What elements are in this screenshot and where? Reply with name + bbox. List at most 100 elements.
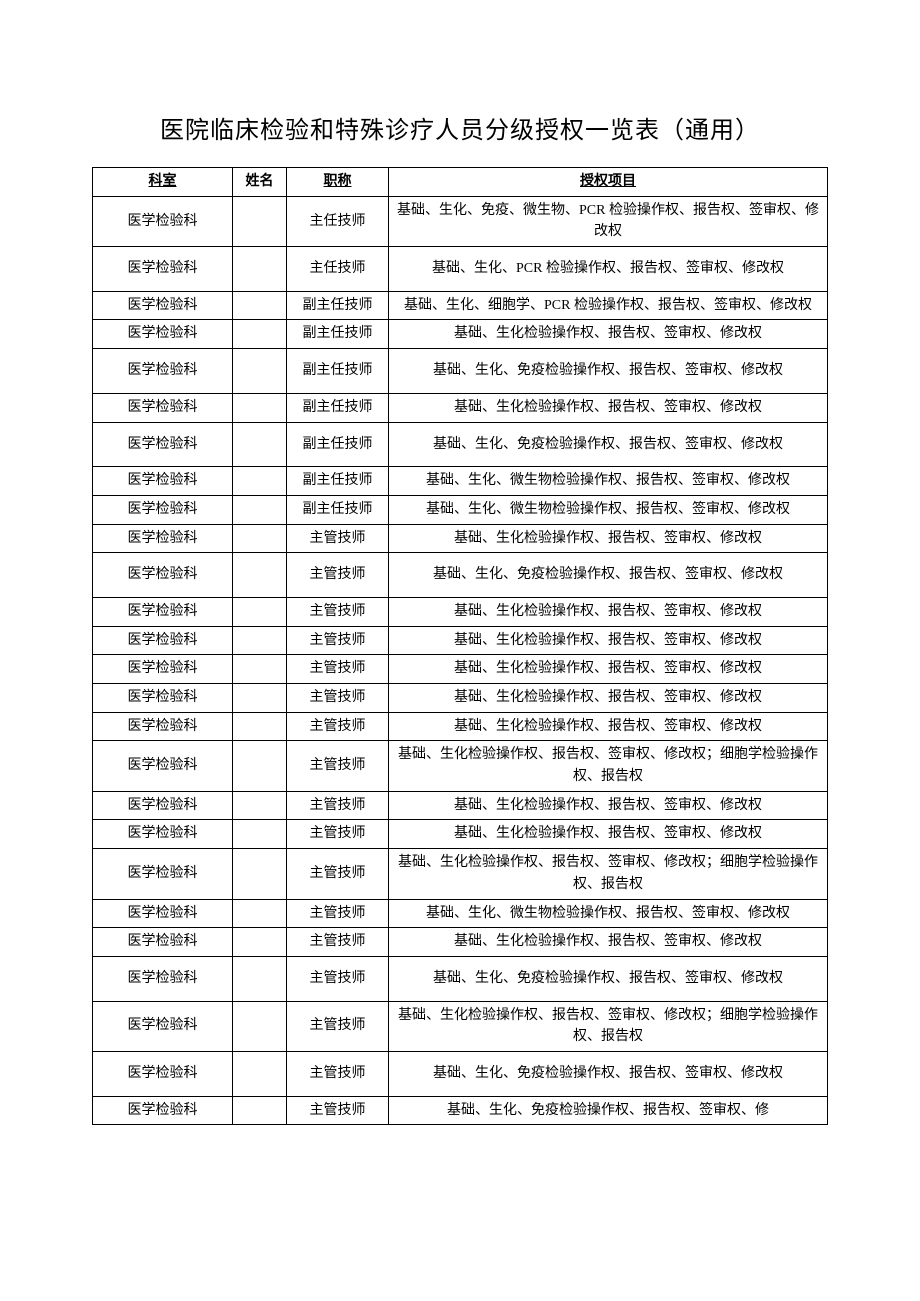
cell-name <box>233 655 287 684</box>
cell-dept: 医学检验科 <box>93 899 233 928</box>
cell-auth: 基础、生化检验操作权、报告权、签审权、修改权 <box>389 524 828 553</box>
cell-auth: 基础、生化检验操作权、报告权、签审权、修改权；细胞学检验操作权、报告权 <box>389 849 828 899</box>
table-row: 医学检验科主管技师基础、生化检验操作权、报告权、签审权、修改权 <box>93 626 828 655</box>
cell-title: 主管技师 <box>287 791 389 820</box>
cell-name <box>233 849 287 899</box>
page-title: 医院临床检验和特殊诊疗人员分级授权一览表（通用） <box>92 110 828 145</box>
cell-name <box>233 393 287 422</box>
table-row: 医学检验科 副主任技师基础、生化、微生物检验操作权、报告权、签审权、修改权 <box>93 467 828 496</box>
cell-name <box>233 1096 287 1125</box>
cell-name <box>233 467 287 496</box>
cell-auth: 基础、生化、免疫检验操作权、报告权、签审权、修 <box>389 1096 828 1125</box>
table-row: 医学检验科副主任技师基础、生化检验操作权、报告权、签审权、修改权 <box>93 320 828 349</box>
cell-name <box>233 791 287 820</box>
cell-dept: 医学检验科 <box>93 626 233 655</box>
cell-dept: 医学检验科 <box>93 791 233 820</box>
cell-auth: 基础、生化检验操作权、报告权、签审权、修改权 <box>389 393 828 422</box>
cell-dept: 医学检验科 <box>93 393 233 422</box>
cell-title: 副主任技师 <box>287 422 389 467</box>
cell-dept: 医学检验科 <box>93 349 233 394</box>
cell-name <box>233 928 287 957</box>
cell-auth: 基础、生化、微生物检验操作权、报告权、签审权、修改权 <box>389 899 828 928</box>
cell-title: 主管技师 <box>287 899 389 928</box>
col-header-dept: 科室 <box>93 168 233 197</box>
cell-title: 副主任技师 <box>287 320 389 349</box>
cell-auth: 基础、生化、免疫检验操作权、报告权、签审权、修改权 <box>389 1051 828 1096</box>
cell-dept: 医学检验科 <box>93 655 233 684</box>
cell-title: 主管技师 <box>287 1051 389 1096</box>
cell-auth: 基础、生化、PCR 检验操作权、报告权、签审权、修改权 <box>389 247 828 292</box>
cell-title: 主管技师 <box>287 956 389 1001</box>
cell-title: 副主任技师 <box>287 291 389 320</box>
cell-auth: 基础、生化检验操作权、报告权、签审权、修改权 <box>389 791 828 820</box>
table-row: 医学检验科 副主任技师基础、生化检验操作权、报告权、签审权、修改权 <box>93 393 828 422</box>
cell-dept: 医学检验科 <box>93 1051 233 1096</box>
cell-name <box>233 1001 287 1051</box>
col-header-auth: 授权项目 <box>389 168 828 197</box>
cell-title: 主管技师 <box>287 655 389 684</box>
cell-title: 主管技师 <box>287 1001 389 1051</box>
col-header-title: 职称 <box>287 168 389 197</box>
cell-name <box>233 741 287 791</box>
cell-auth: 基础、生化检验操作权、报告权、签审权、修改权 <box>389 928 828 957</box>
table-row: 医学检验科 副主任技师基础、生化、免疫检验操作权、报告权、签审权、修改权 <box>93 422 828 467</box>
table-row: 医学检验科 主管技师基础、生化、微生物检验操作权、报告权、签审权、修改权 <box>93 899 828 928</box>
cell-title: 副主任技师 <box>287 349 389 394</box>
cell-dept: 医学检验科 <box>93 291 233 320</box>
cell-title: 主管技师 <box>287 524 389 553</box>
cell-dept: 医学检验科 <box>93 196 233 246</box>
cell-dept: 医学检验科 <box>93 1096 233 1125</box>
cell-auth: 基础、生化、免疫检验操作权、报告权、签审权、修改权 <box>389 553 828 598</box>
cell-auth: 基础、生化检验操作权、报告权、签审权、修改权 <box>389 712 828 741</box>
cell-name <box>233 196 287 246</box>
cell-name <box>233 349 287 394</box>
cell-dept: 医学检验科 <box>93 820 233 849</box>
cell-title: 主管技师 <box>287 741 389 791</box>
cell-auth: 基础、生化检验操作权、报告权、签审权、修改权 <box>389 655 828 684</box>
table-row: 医学检验科主管技师基础、生化、免疫检验操作权、报告权、签审权、修 <box>93 1096 828 1125</box>
cell-title: 主管技师 <box>287 626 389 655</box>
cell-dept: 医学检验科 <box>93 553 233 598</box>
cell-title: 主管技师 <box>287 684 389 713</box>
document-page: 医院临床检验和特殊诊疗人员分级授权一览表（通用） 科室 姓名 职称 授权项目 医… <box>0 0 920 1185</box>
cell-dept: 医学检验科 <box>93 422 233 467</box>
cell-auth: 基础、生化、微生物检验操作权、报告权、签审权、修改权 <box>389 467 828 496</box>
cell-title: 副主任技师 <box>287 467 389 496</box>
cell-name <box>233 597 287 626</box>
cell-auth: 基础、生化、细胞学、PCR 检验操作权、报告权、签审权、修改权 <box>389 291 828 320</box>
table-header-row: 科室 姓名 职称 授权项目 <box>93 168 828 197</box>
table-row: 医学检验科主管技师基础、生化检验操作权、报告权、签审权、修改权；细胞学检验操作权… <box>93 1001 828 1051</box>
cell-auth: 基础、生化检验操作权、报告权、签审权、修改权 <box>389 320 828 349</box>
table-row: 医学检验科主管技师基础、生化、免疫检验操作权、报告权、签审权、修改权 <box>93 553 828 598</box>
cell-name <box>233 956 287 1001</box>
cell-title: 主管技师 <box>287 928 389 957</box>
cell-name <box>233 553 287 598</box>
cell-dept: 医学检验科 <box>93 467 233 496</box>
table-row: 医学检验科主管技师基础、生化、免疫检验操作权、报告权、签审权、修改权 <box>93 956 828 1001</box>
table-row: 医学检验科 主管技师基础、生化检验操作权、报告权、签审权、修改权 <box>93 791 828 820</box>
cell-auth: 基础、生化检验操作权、报告权、签审权、修改权 <box>389 684 828 713</box>
cell-title: 主任技师 <box>287 247 389 292</box>
cell-name <box>233 524 287 553</box>
table-row: 医学检验科主管技师基础、生化检验操作权、报告权、签审权、修改权；细胞学检验操作权… <box>93 849 828 899</box>
cell-auth: 基础、生化检验操作权、报告权、签审权、修改权；细胞学检验操作权、报告权 <box>389 741 828 791</box>
table-row: 医学检验科主管技师基础、生化检验操作权、报告权、签审权、修改权 <box>93 597 828 626</box>
cell-dept: 医学检验科 <box>93 712 233 741</box>
cell-dept: 医学检验科 <box>93 928 233 957</box>
cell-dept: 医学检验科 <box>93 524 233 553</box>
cell-auth: 基础、生化、免疫检验操作权、报告权、签审权、修改权 <box>389 422 828 467</box>
table-row: 医学检验科 主管技师基础、生化、免疫检验操作权、报告权、签审权、修改权 <box>93 1051 828 1096</box>
cell-name <box>233 422 287 467</box>
cell-title: 主任技师 <box>287 196 389 246</box>
table-row: 医学检验科 副主任技师基础、生化、免疫检验操作权、报告权、签审权、修改权 <box>93 349 828 394</box>
table-row: 医学检验科主管技师基础、生化检验操作权、报告权、签审权、修改权 <box>93 712 828 741</box>
cell-title: 主管技师 <box>287 820 389 849</box>
cell-auth: 基础、生化、免疫检验操作权、报告权、签审权、修改权 <box>389 349 828 394</box>
cell-title: 副主任技师 <box>287 393 389 422</box>
cell-auth: 基础、生化检验操作权、报告权、签审权、修改权 <box>389 820 828 849</box>
table-row: 医学检验科 主管技师基础、生化检验操作权、报告权、签审权、修改权 <box>93 820 828 849</box>
table-row: 医学检验科 副主任技师基础、生化、细胞学、PCR 检验操作权、报告权、签审权、修改… <box>93 291 828 320</box>
cell-name <box>233 1051 287 1096</box>
cell-name <box>233 899 287 928</box>
cell-name <box>233 626 287 655</box>
